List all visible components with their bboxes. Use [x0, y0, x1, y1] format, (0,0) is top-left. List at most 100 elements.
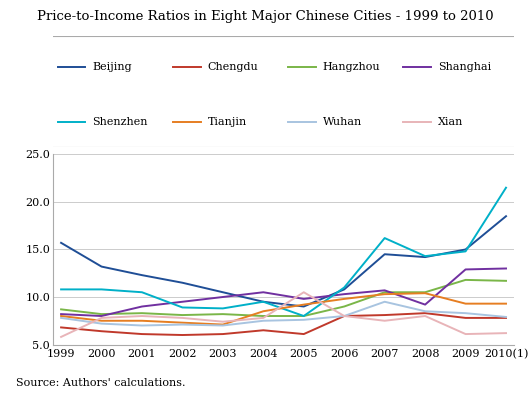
- Text: Hangzhou: Hangzhou: [323, 62, 381, 72]
- Tianjin: [462, 301, 469, 306]
- Tianjin: [58, 314, 64, 318]
- Chengdu: [58, 325, 64, 330]
- Hangzhou: [220, 312, 226, 316]
- Text: Price-to-Income Ratios in Eight Major Chinese Cities - 1999 to 2010: Price-to-Income Ratios in Eight Major Ch…: [37, 10, 493, 23]
- Wuhan: [179, 322, 186, 327]
- Line: Xian: Xian: [61, 292, 506, 337]
- Tianjin: [179, 320, 186, 325]
- Text: Shenzhen: Shenzhen: [92, 117, 148, 127]
- Shenzhen: [260, 299, 267, 304]
- Wuhan: [422, 309, 428, 314]
- Chengdu: [179, 333, 186, 337]
- Line: Wuhan: Wuhan: [61, 302, 506, 326]
- Shenzhen: [58, 287, 64, 292]
- Chengdu: [503, 316, 509, 320]
- Wuhan: [462, 311, 469, 316]
- Xian: [99, 316, 105, 320]
- Beijing: [503, 214, 509, 219]
- Wuhan: [382, 299, 388, 304]
- Chengdu: [422, 311, 428, 316]
- Hangzhou: [260, 314, 267, 318]
- Tianjin: [301, 302, 307, 307]
- Shanghai: [179, 299, 186, 304]
- Shanghai: [139, 304, 145, 309]
- Beijing: [260, 299, 267, 304]
- Shanghai: [382, 288, 388, 293]
- Tianjin: [382, 292, 388, 297]
- Shanghai: [503, 266, 509, 271]
- Xian: [341, 314, 347, 318]
- Line: Tianjin: Tianjin: [61, 293, 506, 325]
- Text: Wuhan: Wuhan: [323, 117, 362, 127]
- Wuhan: [99, 321, 105, 326]
- Text: Beijing: Beijing: [92, 62, 132, 72]
- Shanghai: [462, 267, 469, 272]
- Text: Xian: Xian: [438, 117, 463, 127]
- Text: Tianjin: Tianjin: [207, 117, 247, 127]
- Tianjin: [99, 318, 105, 323]
- Text: Source: Authors' calculations.: Source: Authors' calculations.: [16, 378, 185, 388]
- Xian: [422, 314, 428, 318]
- Hangzhou: [139, 311, 145, 316]
- Wuhan: [503, 314, 509, 319]
- Wuhan: [260, 318, 267, 323]
- Shanghai: [301, 297, 307, 301]
- Hangzhou: [179, 313, 186, 318]
- Xian: [301, 290, 307, 295]
- Wuhan: [301, 318, 307, 322]
- Tianjin: [139, 318, 145, 323]
- Tianjin: [503, 301, 509, 306]
- Beijing: [220, 290, 226, 295]
- Text: Chengdu: Chengdu: [207, 62, 258, 72]
- Shanghai: [58, 312, 64, 316]
- Shenzhen: [301, 314, 307, 318]
- Xian: [58, 335, 64, 339]
- Beijing: [179, 280, 186, 285]
- Hangzhou: [58, 307, 64, 312]
- Chengdu: [462, 316, 469, 320]
- Chengdu: [139, 332, 145, 337]
- Line: Beijing: Beijing: [61, 216, 506, 307]
- Beijing: [58, 240, 64, 245]
- Hangzhou: [503, 278, 509, 283]
- Shenzhen: [341, 285, 347, 290]
- Xian: [139, 314, 145, 318]
- Shanghai: [260, 290, 267, 295]
- Tianjin: [422, 291, 428, 295]
- Hangzhou: [462, 278, 469, 282]
- Hangzhou: [301, 314, 307, 318]
- Shenzhen: [139, 290, 145, 295]
- Shenzhen: [99, 287, 105, 292]
- Shenzhen: [503, 185, 509, 190]
- Chengdu: [301, 332, 307, 337]
- Shanghai: [341, 292, 347, 297]
- Text: Shanghai: Shanghai: [438, 62, 491, 72]
- Xian: [260, 316, 267, 320]
- Beijing: [139, 273, 145, 278]
- Wuhan: [139, 323, 145, 328]
- Beijing: [341, 287, 347, 292]
- Beijing: [99, 264, 105, 269]
- Shenzhen: [462, 249, 469, 254]
- Line: Shanghai: Shanghai: [61, 268, 506, 316]
- Wuhan: [220, 323, 226, 328]
- Beijing: [462, 247, 469, 252]
- Shenzhen: [220, 306, 226, 311]
- Hangzhou: [99, 312, 105, 316]
- Line: Shenzhen: Shenzhen: [61, 188, 506, 316]
- Beijing: [382, 252, 388, 257]
- Shanghai: [220, 295, 226, 299]
- Shanghai: [99, 314, 105, 318]
- Chengdu: [99, 329, 105, 333]
- Tianjin: [260, 309, 267, 314]
- Hangzhou: [341, 304, 347, 309]
- Xian: [220, 319, 226, 324]
- Shanghai: [422, 302, 428, 307]
- Tianjin: [341, 297, 347, 301]
- Hangzhou: [382, 290, 388, 295]
- Chengdu: [260, 328, 267, 333]
- Line: Chengdu: Chengdu: [61, 313, 506, 335]
- Chengdu: [341, 314, 347, 318]
- Hangzhou: [422, 290, 428, 295]
- Xian: [462, 332, 469, 337]
